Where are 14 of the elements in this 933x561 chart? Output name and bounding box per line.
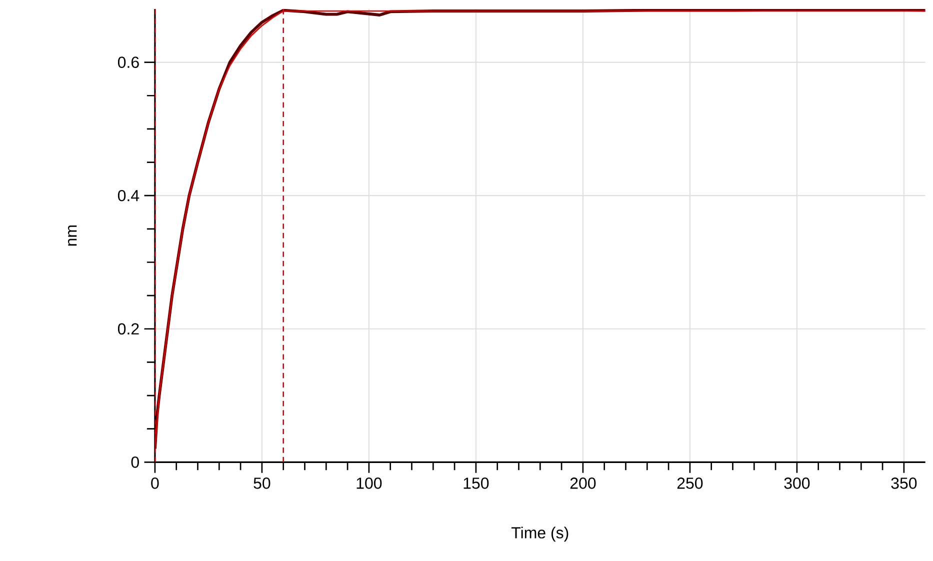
y-tick-label: 0 [131, 456, 139, 468]
x-axis-title: Time (s) [511, 526, 568, 542]
x-tick-label: 150 [464, 477, 489, 489]
x-tick-label: 300 [784, 477, 810, 489]
x-tick-label: 50 [254, 477, 270, 489]
x-tick-label: 100 [356, 477, 382, 489]
x-tick-label: 200 [570, 477, 596, 489]
y-tick-label: 0.4 [118, 190, 140, 202]
y-tick-label: 0.2 [118, 323, 139, 334]
x-tick-label: 250 [677, 477, 703, 489]
y-tick-label: 0.6 [118, 56, 139, 68]
x-tick-label: 350 [891, 477, 917, 489]
y-axis-title: nm [68, 225, 77, 246]
x-tick-label: 0 [151, 477, 159, 489]
